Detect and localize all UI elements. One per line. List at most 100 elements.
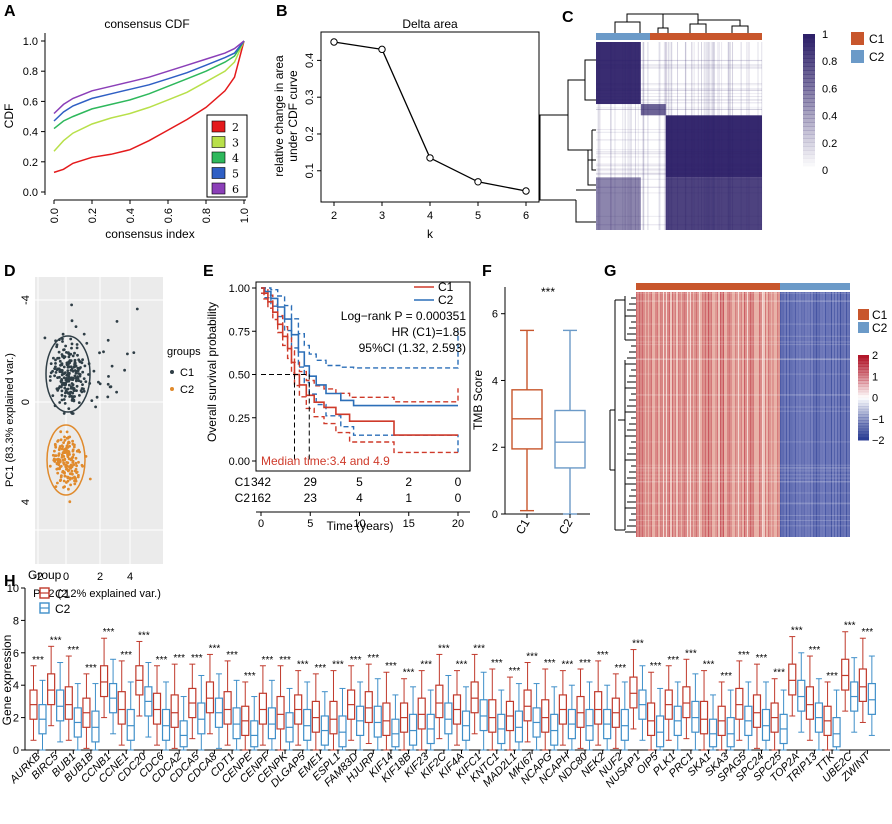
- panel-e-ytick-label: 0.50: [229, 370, 250, 382]
- panel-g-colorbar-cell: [858, 366, 869, 370]
- panel-d-point-c2: [58, 446, 62, 450]
- panel-d-point-c2: [63, 449, 67, 453]
- panel-d-point-c1: [48, 379, 52, 382]
- panel-g-heat-stripe: [687, 292, 688, 537]
- panel-d-point-c2: [56, 471, 60, 475]
- panel-d-point-c1: [123, 368, 126, 372]
- panel-g-colorbar-cell: [858, 383, 869, 387]
- panel-d-point-c2: [69, 466, 73, 469]
- panel-g-colorbar-cell: [858, 414, 869, 418]
- panel-c-heat-stripe: [658, 42, 660, 230]
- panel-c-colorbar-cell: [803, 46, 815, 51]
- panel-d-point-c1: [70, 303, 73, 307]
- panel-h-box-c1: [841, 658, 850, 691]
- panel-c-heat-stripe: [642, 42, 644, 230]
- panel-c-annot-c2: [596, 33, 650, 40]
- panel-d-point-c1: [73, 351, 76, 355]
- panel-c-heat-stripe: [596, 139, 762, 141]
- panel-c-heat-stripe: [684, 42, 686, 230]
- panel-g-heat-stripe: [655, 292, 657, 537]
- panel-f-box-C2: [554, 409, 586, 469]
- panel-c-top-dendrogram: [731, 25, 749, 33]
- panel-h-box-c1: [735, 687, 744, 720]
- panel-c-colorbar-cell: [803, 138, 815, 143]
- panel-h-legend-label: C2: [55, 602, 71, 616]
- panel-g-heat-stripe: [823, 292, 825, 537]
- panel-d-point-c2: [59, 464, 63, 468]
- panel-g-heat-stripe: [684, 292, 685, 537]
- panel-h-signif: ***: [456, 660, 468, 671]
- panel-d-point-c1: [60, 389, 64, 393]
- panel-g-heat-stripe: [676, 292, 678, 537]
- panel-g-colorbar-cell: [858, 369, 869, 373]
- panel-h-box-c2: [761, 708, 771, 741]
- panel-c-heat-stripe: [630, 42, 632, 230]
- panel-c-colorbar-cell: [803, 42, 815, 47]
- panel-g-heat-stripe: [688, 292, 690, 537]
- panel-c-heat-stripe: [706, 42, 708, 230]
- panel-g-heat-stripe: [840, 292, 841, 537]
- panel-d-xtick-label: 2: [97, 571, 103, 583]
- panel-h-signif: ***: [173, 653, 185, 664]
- panel-d-point-c2: [58, 479, 62, 482]
- panel-d-point-c1: [66, 387, 70, 391]
- panel-c-heat-stripe: [596, 156, 762, 158]
- panel-g-heat-stripe: [741, 292, 742, 537]
- panel-c-heat-stripe: [668, 42, 670, 230]
- panel-d-point-c1: [70, 346, 73, 350]
- panel-h-box-c2: [391, 718, 400, 748]
- panel-a-legend-label: 3: [232, 137, 239, 150]
- panel-c-heat-stripe: [596, 169, 762, 171]
- panel-b-xtick-label: 3: [379, 210, 385, 222]
- panel-c-heat-stripe: [703, 42, 705, 230]
- panel-c-heat-stripe: [729, 42, 731, 230]
- panel-d-point-c2: [56, 440, 59, 443]
- panel-g-heat-row: [636, 470, 850, 472]
- panel-g-heat-stripe: [768, 292, 769, 537]
- panel-h-signif: ***: [650, 661, 662, 672]
- panel-c-heat-stripe: [596, 108, 762, 110]
- panel-c-heat-block: [596, 177, 641, 230]
- panel-d-point-c1: [76, 353, 79, 357]
- panel-g-heat-row: [636, 323, 850, 325]
- panel-e-risk-count: 1: [405, 491, 412, 505]
- panel-d-point-c1: [76, 369, 80, 372]
- panel-g-heat-row: [636, 481, 850, 483]
- panel-g-colorbar-cell: [858, 377, 869, 381]
- panel-d-point-c1: [69, 337, 73, 341]
- panel-g-colorbar-cell: [858, 355, 869, 359]
- panel-d-point-c1: [81, 370, 85, 374]
- panel-b-point: [474, 178, 482, 186]
- panel-c-heat-stripe: [693, 42, 695, 230]
- panel-h-box-c2: [91, 710, 100, 743]
- panel-f-ytick-label: 4: [492, 375, 498, 387]
- panel-c-colorbar-cell: [803, 34, 815, 39]
- panel-e-xtick-label: 15: [403, 518, 415, 530]
- panel-c-heat-stripe: [665, 42, 667, 230]
- panel-h-box-c2: [550, 713, 559, 746]
- panel-h-box-c2: [867, 682, 876, 715]
- panel-d-point-c1: [102, 350, 105, 354]
- panel-d-point-c2: [75, 464, 78, 468]
- panel-b-ytick-label: 0.2: [304, 126, 316, 141]
- panel-c-heat-stripe: [700, 42, 702, 230]
- panel-g-heat-stripe: [672, 292, 673, 537]
- panel-d-xtick-label: -2: [33, 571, 43, 583]
- panel-g-colorbar-cell: [858, 428, 869, 432]
- panel-a-series-6: [53, 40, 245, 115]
- panel-c-heat-stripe: [761, 42, 763, 230]
- panel-h-box-c1: [682, 686, 691, 719]
- panel-g-heat-stripe: [843, 292, 844, 537]
- panel-d-point-c1: [63, 355, 67, 359]
- panel-h-signif: ***: [438, 643, 450, 654]
- panel-g-heat-row: [636, 344, 850, 346]
- panel-g-heat-stripe: [696, 292, 697, 537]
- panel-d-point-c1: [67, 365, 71, 369]
- panel-c-colorbar-cell: [803, 130, 815, 135]
- panel-g-heat-stripe: [847, 292, 849, 537]
- panel-d-point-c2: [63, 438, 67, 442]
- panel-d-point-c2: [69, 483, 72, 487]
- panel-c-heat-stripe: [596, 106, 762, 108]
- panel-h-box-c2: [620, 708, 629, 741]
- panel-d-point-c2: [71, 449, 75, 453]
